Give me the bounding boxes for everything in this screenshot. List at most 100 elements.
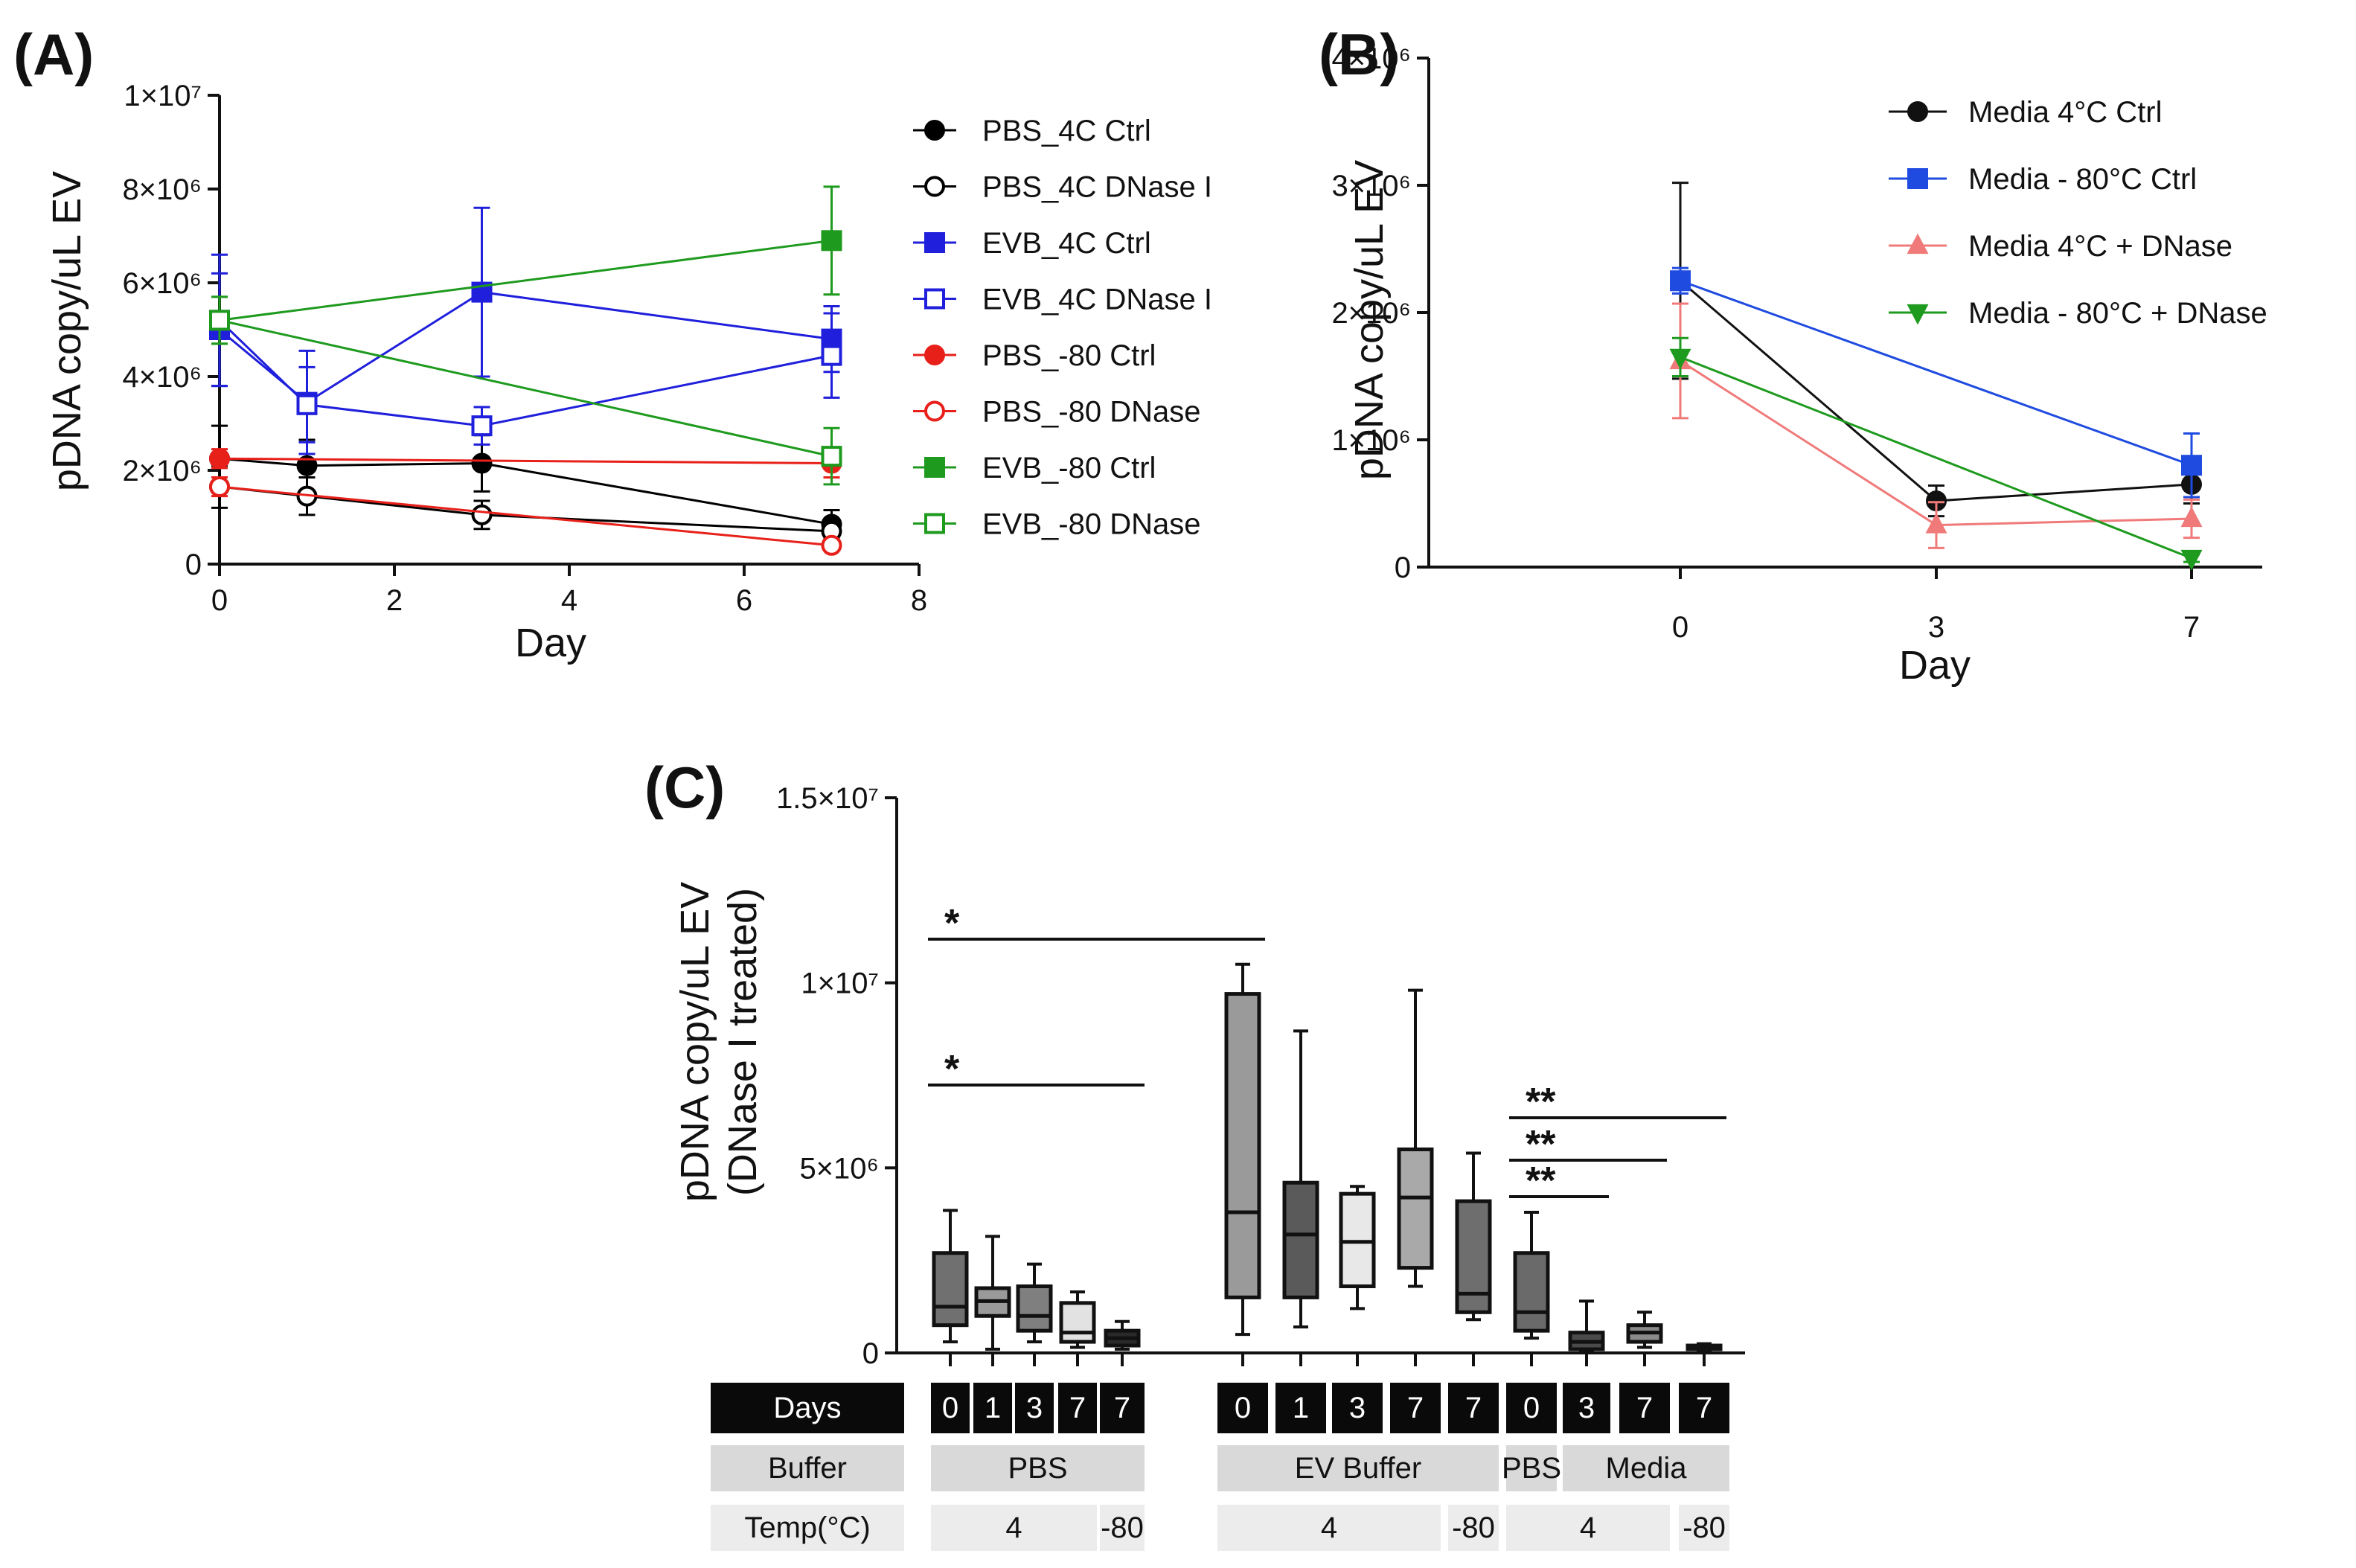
panel-a-legend-text: EVB_-80 Ctrl xyxy=(982,452,1156,484)
panel-b-legend-text: Media - 80°C Ctrl xyxy=(1968,163,2197,196)
panel-c-label: (C) xyxy=(644,755,725,820)
panel-c-table-day-value: 1 xyxy=(1293,1392,1309,1424)
panel-c-box xyxy=(1284,1183,1317,1297)
panel-c-significance-label: ** xyxy=(1526,1081,1556,1124)
panel-b-legend-marker xyxy=(1909,170,1927,188)
panel-a-legend-text: EVB_4C Ctrl xyxy=(982,227,1151,260)
panel-a-data-point xyxy=(473,506,491,524)
panel-b-legend-marker xyxy=(1909,305,1927,322)
panel-c-table-buffer-value: PBS xyxy=(1008,1452,1067,1485)
panel-c-table-day-value: 3 xyxy=(1026,1392,1043,1424)
panel-c-y-label-line2: (DNase I treated) xyxy=(720,888,765,1196)
panel-c-table-day-value: 7 xyxy=(1114,1392,1130,1424)
panel-b-legend-marker xyxy=(1909,103,1927,121)
panel-c-table-temp-value: -80 xyxy=(1101,1511,1144,1544)
panel-a-legend-marker xyxy=(926,515,944,533)
panel-c-table-day-value: 1 xyxy=(985,1392,1001,1424)
panel-c-box-2 xyxy=(1018,1264,1051,1342)
panel-c-table-day-value: 7 xyxy=(1696,1392,1712,1424)
panel-c-table-temp-value: -80 xyxy=(1452,1511,1495,1544)
panel-c-significance-4: ** xyxy=(1509,1159,1609,1203)
panel-c-table-buffer-value: EV Buffer xyxy=(1295,1452,1421,1485)
panel-a-y-tick-label: 4×10⁶ xyxy=(122,361,202,394)
panel-c-box-4 xyxy=(1106,1322,1139,1349)
panel-a-series-3 xyxy=(211,255,841,444)
panel-c-table-day-value: 0 xyxy=(1235,1392,1251,1424)
panel-a-y-tick-label: 1×10⁷ xyxy=(124,80,202,112)
panel-a-data-point xyxy=(211,311,228,329)
panel-a-series-6 xyxy=(211,187,841,344)
panel-a-y-tick-label: 2×10⁶ xyxy=(122,455,202,487)
panel-c-significance-label: * xyxy=(944,1048,960,1091)
panel-c-box-7 xyxy=(1341,1186,1374,1308)
panel-c-table-day-value: 0 xyxy=(1523,1392,1540,1424)
panel-a-x-label: Day xyxy=(515,621,586,665)
panel-b-y-tick-label: 0 xyxy=(1395,551,1411,584)
panel-c-table-day-value: 7 xyxy=(1636,1392,1653,1424)
panel-c-table-days-label: Days xyxy=(773,1392,841,1424)
panel-c-significance-2: ** xyxy=(1509,1081,1726,1124)
panel-a-x-tick-label: 6 xyxy=(736,584,752,617)
panel-c-y-tick-label: 5×10⁶ xyxy=(799,1152,879,1185)
panel-b-data-point xyxy=(1927,515,1945,532)
panel-b-legend-text: Media - 80°C + DNase xyxy=(1968,297,2267,330)
panel-c-table-day-value: 3 xyxy=(1349,1392,1366,1424)
panel-a-legend: PBS_4C CtrlPBS_4C DNase IEVB_4C CtrlEVB_… xyxy=(913,115,1212,541)
panel-c-significance-0: * xyxy=(928,902,1265,945)
panel-c-box-6 xyxy=(1284,1031,1317,1327)
panel-c-box-11 xyxy=(1570,1301,1603,1351)
panel-c-box-12 xyxy=(1628,1312,1661,1347)
panel-c-table-buffer-label: Buffer xyxy=(768,1452,847,1485)
panel-c-box-1 xyxy=(976,1236,1009,1349)
panel-a-label: (A) xyxy=(13,22,94,87)
panel-b-y-label: pDNA copy/uL EV xyxy=(1347,160,1392,480)
panel-b-data-point xyxy=(2183,551,2200,568)
panel-a-x-tick-label: 2 xyxy=(386,584,403,617)
panel-a-legend-marker xyxy=(926,403,944,420)
panel-a-legend-text: PBS_-80 Ctrl xyxy=(982,339,1156,372)
panel-a-data-point xyxy=(298,396,316,414)
panel-c-significance-label: ** xyxy=(1526,1159,1556,1203)
panel-c-y-tick-label: 1.5×10⁷ xyxy=(776,782,879,815)
panel-a-data-point xyxy=(211,478,228,496)
panel-b: (B) 0 1×10⁶ 2×10⁶ 3×10⁶ 4×10⁶ 0 3 7 Day pDNA copy/… xyxy=(1319,22,2267,688)
panel-b-y-tick-label: 4×10⁶ xyxy=(1331,42,1411,75)
panel-c-table-day-value: 7 xyxy=(1069,1392,1086,1424)
panel-c-y-tick-label: 1×10⁷ xyxy=(801,967,879,1000)
panel-a: (A) 0 2×10⁶ 4×10⁶ 6×10⁶ 8×10⁶ 1×10⁷ 0 2 4 6 8 Day pDN… xyxy=(13,22,1212,665)
panel-a-y-tick-label: 0 xyxy=(185,548,202,581)
panel-c-y-label-line1: pDNA copy/uL EV xyxy=(673,882,717,1202)
panel-a-legend-text: PBS_4C DNase I xyxy=(982,171,1212,204)
panel-a-series-line xyxy=(220,240,832,320)
panel-c-box xyxy=(934,1253,967,1325)
panel-c-table-temp-value: 4 xyxy=(1580,1511,1596,1544)
panel-b-legend: Media 4°C CtrlMedia - 80°C CtrlMedia 4°C… xyxy=(1889,96,2267,330)
panel-c-table-buffer-value: Media xyxy=(1606,1452,1688,1485)
panel-c-box xyxy=(1018,1286,1051,1331)
panel-a-data-point xyxy=(823,537,841,554)
panel-c-table-day-value: 3 xyxy=(1578,1392,1595,1424)
panel-a-legend-text: PBS_-80 DNase xyxy=(982,396,1200,429)
panel-c-box-5 xyxy=(1226,964,1259,1334)
panel-c-significance-1: * xyxy=(928,1048,1145,1091)
panel-b-data-point xyxy=(2183,456,2200,474)
panel-a-data-point xyxy=(823,447,841,465)
panel-a-legend-marker xyxy=(926,458,944,476)
panel-b-legend-text: Media 4°C + DNase xyxy=(1968,230,2232,263)
panel-c-box-10 xyxy=(1515,1212,1548,1338)
panel-b-data-point xyxy=(2183,509,2200,526)
panel-a-y-tick-label: 8×10⁶ xyxy=(122,173,202,206)
panel-a-series-1 xyxy=(211,466,841,543)
panel-a-y-tick-label: 6×10⁶ xyxy=(122,267,202,300)
panel-c-box xyxy=(1226,994,1259,1298)
panel-c: (C) 0 5×10⁶ 1×10⁷ 1.5×10⁷ pDNA copy/uL EV (DNa… xyxy=(644,755,1745,1551)
panel-a-x-tick-label: 8 xyxy=(911,584,927,617)
panel-a-data-point xyxy=(823,347,841,365)
panel-a-legend-marker xyxy=(926,346,944,364)
panel-a-data-point xyxy=(823,231,841,249)
panel-a-data-point xyxy=(473,455,491,473)
panel-c-table-temp-value: 4 xyxy=(1321,1511,1337,1544)
panel-c-box-13 xyxy=(1688,1344,1720,1351)
panel-c-box-3 xyxy=(1061,1292,1094,1348)
